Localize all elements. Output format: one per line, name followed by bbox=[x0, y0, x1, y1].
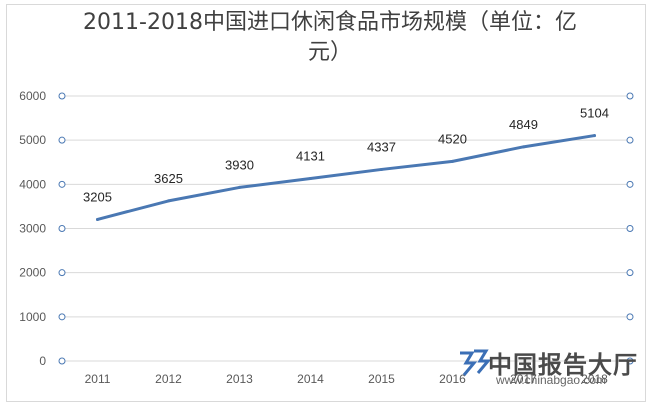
data-label-2017: 4849 bbox=[509, 117, 538, 132]
data-label-2018: 5104 bbox=[580, 106, 609, 121]
selection-handle-left-6000 bbox=[58, 92, 66, 100]
data-label-2015: 4337 bbox=[367, 139, 396, 154]
x-tick-label-2011: 2011 bbox=[85, 372, 111, 386]
selection-handles bbox=[58, 92, 634, 365]
y-tick-label-6000: 6000 bbox=[19, 89, 46, 103]
y-tick-label-2000: 2000 bbox=[19, 266, 46, 280]
series-line bbox=[96, 134, 596, 221]
y-tick-label-3000: 3000 bbox=[19, 222, 46, 236]
selection-handle-right-5000 bbox=[626, 136, 634, 144]
y-tick-label-4000: 4000 bbox=[19, 177, 46, 191]
selection-handle-left-2000 bbox=[58, 269, 66, 277]
data-label-2012: 3625 bbox=[154, 171, 183, 186]
watermark-text: 中国报告大厅 bbox=[488, 351, 638, 379]
x-tick-label-2014: 2014 bbox=[297, 372, 324, 386]
watermark: 中国报告大厅 www.chinabgao.com bbox=[456, 345, 646, 389]
selection-handle-left-0 bbox=[58, 357, 66, 365]
selection-handle-right-3000 bbox=[626, 225, 634, 232]
selection-handle-left-4000 bbox=[58, 180, 66, 188]
gridlines bbox=[62, 95, 630, 362]
selection-handle-right-2000 bbox=[626, 269, 634, 277]
chart-title-line2: 元） bbox=[307, 40, 352, 65]
data-point-2013 bbox=[238, 185, 241, 189]
y-tick-label-0: 0 bbox=[39, 354, 46, 368]
selection-handle-right-6000 bbox=[626, 92, 634, 100]
data-point-2012 bbox=[167, 199, 170, 203]
data-point-2014 bbox=[309, 177, 312, 181]
data-label-2013: 3930 bbox=[225, 157, 254, 172]
y-tick-label-5000: 5000 bbox=[19, 133, 46, 147]
chart-title-line1: 2011-2018中国进口休闲食品市场规模（单位：亿 bbox=[83, 10, 577, 35]
x-tick-label-2013: 2013 bbox=[226, 372, 253, 386]
selection-handle-right-0 bbox=[626, 357, 634, 365]
x-tick-label-2015: 2015 bbox=[368, 372, 395, 386]
x-axis: 2011 2012 2013 2014 2015 2016 2017 2018 bbox=[85, 372, 609, 386]
data-label-2014: 4131 bbox=[296, 149, 325, 164]
x-tick-label-2017: 2017 bbox=[510, 372, 537, 386]
selection-handle-left-5000 bbox=[58, 136, 66, 144]
selection-handle-left-1000 bbox=[58, 313, 66, 321]
chart-frame bbox=[6, 4, 646, 402]
data-point-2018 bbox=[593, 134, 596, 138]
x-tick-label-2016: 2016 bbox=[439, 372, 466, 386]
selection-handle-left-3000 bbox=[58, 225, 66, 232]
y-axis: 0 1000 2000 3000 4000 5000 6000 bbox=[19, 89, 46, 368]
data-label-2011: 3205 bbox=[83, 189, 112, 204]
watermark-url: www.chinabgao.com bbox=[496, 373, 607, 387]
data-point-2015 bbox=[380, 167, 383, 171]
series-line-group bbox=[96, 134, 596, 221]
y-tick-label-1000: 1000 bbox=[19, 310, 46, 324]
x-tick-label-2018: 2018 bbox=[581, 372, 608, 386]
data-labels: 3205 3625 3930 4131 4337 4520 4849 5104 bbox=[83, 106, 609, 205]
x-tick-label-2012: 2012 bbox=[155, 372, 182, 386]
data-point-2011 bbox=[96, 217, 99, 221]
data-point-2017 bbox=[522, 145, 525, 149]
selection-handle-right-4000 bbox=[626, 180, 634, 188]
data-point-2016 bbox=[451, 159, 454, 163]
data-label-2016: 4520 bbox=[438, 131, 467, 146]
selection-handle-right-1000 bbox=[626, 313, 634, 321]
watermark-logo-icon bbox=[460, 349, 490, 376]
chart-title: 2011-2018中国进口休闲食品市场规模（单位：亿 元） bbox=[60, 8, 600, 68]
